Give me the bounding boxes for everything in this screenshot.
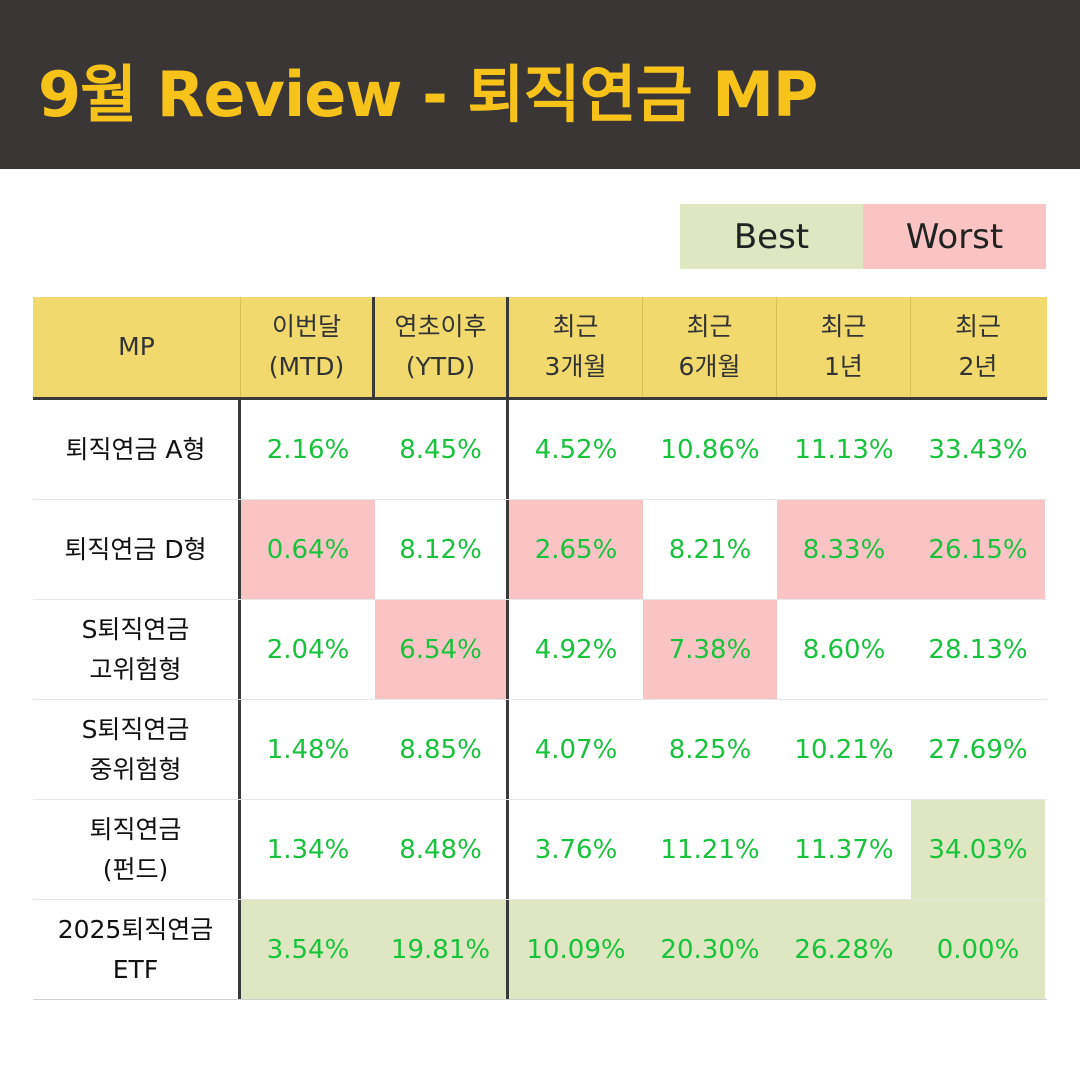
title-banner: 9월 Review - 퇴직연금 MP bbox=[0, 0, 1080, 169]
table-header-row: MP 이번달 (MTD) 연초이후 (YTD) 최근 3개월 최근 6개월 최근… bbox=[33, 297, 1047, 400]
value-cell-mtd: 1.48% bbox=[266, 734, 350, 765]
column-header-mtd: 이번달 (MTD) bbox=[241, 297, 375, 397]
value-cell-1y: 8.60% bbox=[802, 634, 886, 665]
value-cell-mtd: 3.54% bbox=[241, 900, 375, 999]
value-cell-1y: 11.13% bbox=[794, 434, 894, 465]
value-cell-3m: 4.52% bbox=[534, 434, 618, 465]
table-row: S퇴직연금 고위험형 2.04% 6.54% 4.92% 7.38% 8.60% 28.13… bbox=[33, 600, 1047, 700]
value-cell-6m: 8.25% bbox=[668, 734, 752, 765]
row-label: 2025퇴직연금 ETF bbox=[33, 900, 241, 999]
value-cell-ytd: 6.54% bbox=[375, 600, 509, 699]
value-cell-3m: 4.92% bbox=[534, 634, 618, 665]
row-label: 퇴직연금 A형 bbox=[33, 400, 241, 499]
value-cell-6m: 8.21% bbox=[668, 534, 752, 565]
row-label: 퇴직연금 (펀드) bbox=[33, 800, 241, 899]
column-header-ytd: 연초이후 (YTD) bbox=[375, 297, 509, 397]
performance-table: MP 이번달 (MTD) 연초이후 (YTD) 최근 3개월 최근 6개월 최근… bbox=[33, 297, 1047, 1000]
value-cell-2y: 33.43% bbox=[928, 434, 1028, 465]
value-cell-2y: 27.69% bbox=[928, 734, 1028, 765]
column-header-3m: 최근 3개월 bbox=[509, 297, 643, 397]
value-cell-1y: 8.33% bbox=[777, 500, 911, 599]
value-cell-2y: 0.00% bbox=[911, 900, 1045, 999]
value-cell-1y: 11.37% bbox=[794, 834, 894, 865]
value-cell-2y: 28.13% bbox=[928, 634, 1028, 665]
legend-worst: Worst bbox=[863, 204, 1046, 269]
column-header-mp: MP bbox=[33, 297, 241, 397]
column-header-1y: 최근 1년 bbox=[777, 297, 911, 397]
table-row: 퇴직연금 (펀드) 1.34% 8.48% 3.76% 11.21% 11.37% 34.0… bbox=[33, 800, 1047, 900]
value-cell-ytd: 8.85% bbox=[375, 700, 509, 799]
value-cell-3m: 2.65% bbox=[509, 500, 643, 599]
value-cell-3m: 3.76% bbox=[534, 834, 618, 865]
value-cell-mtd: 0.64% bbox=[241, 500, 375, 599]
value-cell-6m: 20.30% bbox=[643, 900, 777, 999]
table-row: S퇴직연금 중위험형 1.48% 8.85% 4.07% 8.25% 10.21% 27.6… bbox=[33, 700, 1047, 800]
column-header-2y: 최근 2년 bbox=[954, 312, 1001, 381]
table-row: 퇴직연금 A형 2.16% 8.45% 4.52% 10.86% 11.13% 33.43% bbox=[33, 400, 1047, 500]
value-cell-3m: 4.07% bbox=[534, 734, 618, 765]
column-header-6m: 최근 6개월 bbox=[643, 297, 777, 397]
legend: Best Worst bbox=[680, 204, 1046, 269]
value-cell-ytd: 8.48% bbox=[375, 800, 509, 899]
value-cell-6m: 11.21% bbox=[660, 834, 760, 865]
value-cell-mtd: 1.34% bbox=[266, 834, 350, 865]
value-cell-ytd: 8.12% bbox=[375, 500, 509, 599]
value-cell-6m: 7.38% bbox=[643, 600, 777, 699]
page-title: 9월 Review - 퇴직연금 MP bbox=[38, 58, 818, 131]
value-cell-mtd: 2.16% bbox=[266, 434, 350, 465]
value-cell-2y: 26.15% bbox=[911, 500, 1045, 599]
row-label: 퇴직연금 D형 bbox=[33, 500, 241, 599]
value-cell-ytd: 19.81% bbox=[375, 900, 509, 999]
value-cell-3m: 10.09% bbox=[509, 900, 643, 999]
value-cell-1y: 26.28% bbox=[777, 900, 911, 999]
table-row: 퇴직연금 D형 0.64% 8.12% 2.65% 8.21% 8.33% 26.15% bbox=[33, 500, 1047, 600]
value-cell-mtd: 2.04% bbox=[266, 634, 350, 665]
value-cell-ytd: 8.45% bbox=[375, 400, 509, 499]
row-label: S퇴직연금 중위험형 bbox=[33, 700, 241, 799]
legend-best: Best bbox=[680, 204, 863, 269]
row-label: S퇴직연금 고위험형 bbox=[33, 600, 241, 699]
value-cell-2y: 34.03% bbox=[911, 800, 1045, 899]
value-cell-1y: 10.21% bbox=[794, 734, 894, 765]
value-cell-6m: 10.86% bbox=[660, 434, 760, 465]
table-row: 2025퇴직연금 ETF 3.54% 19.81% 10.09% 20.30% 26.28… bbox=[33, 900, 1047, 1000]
